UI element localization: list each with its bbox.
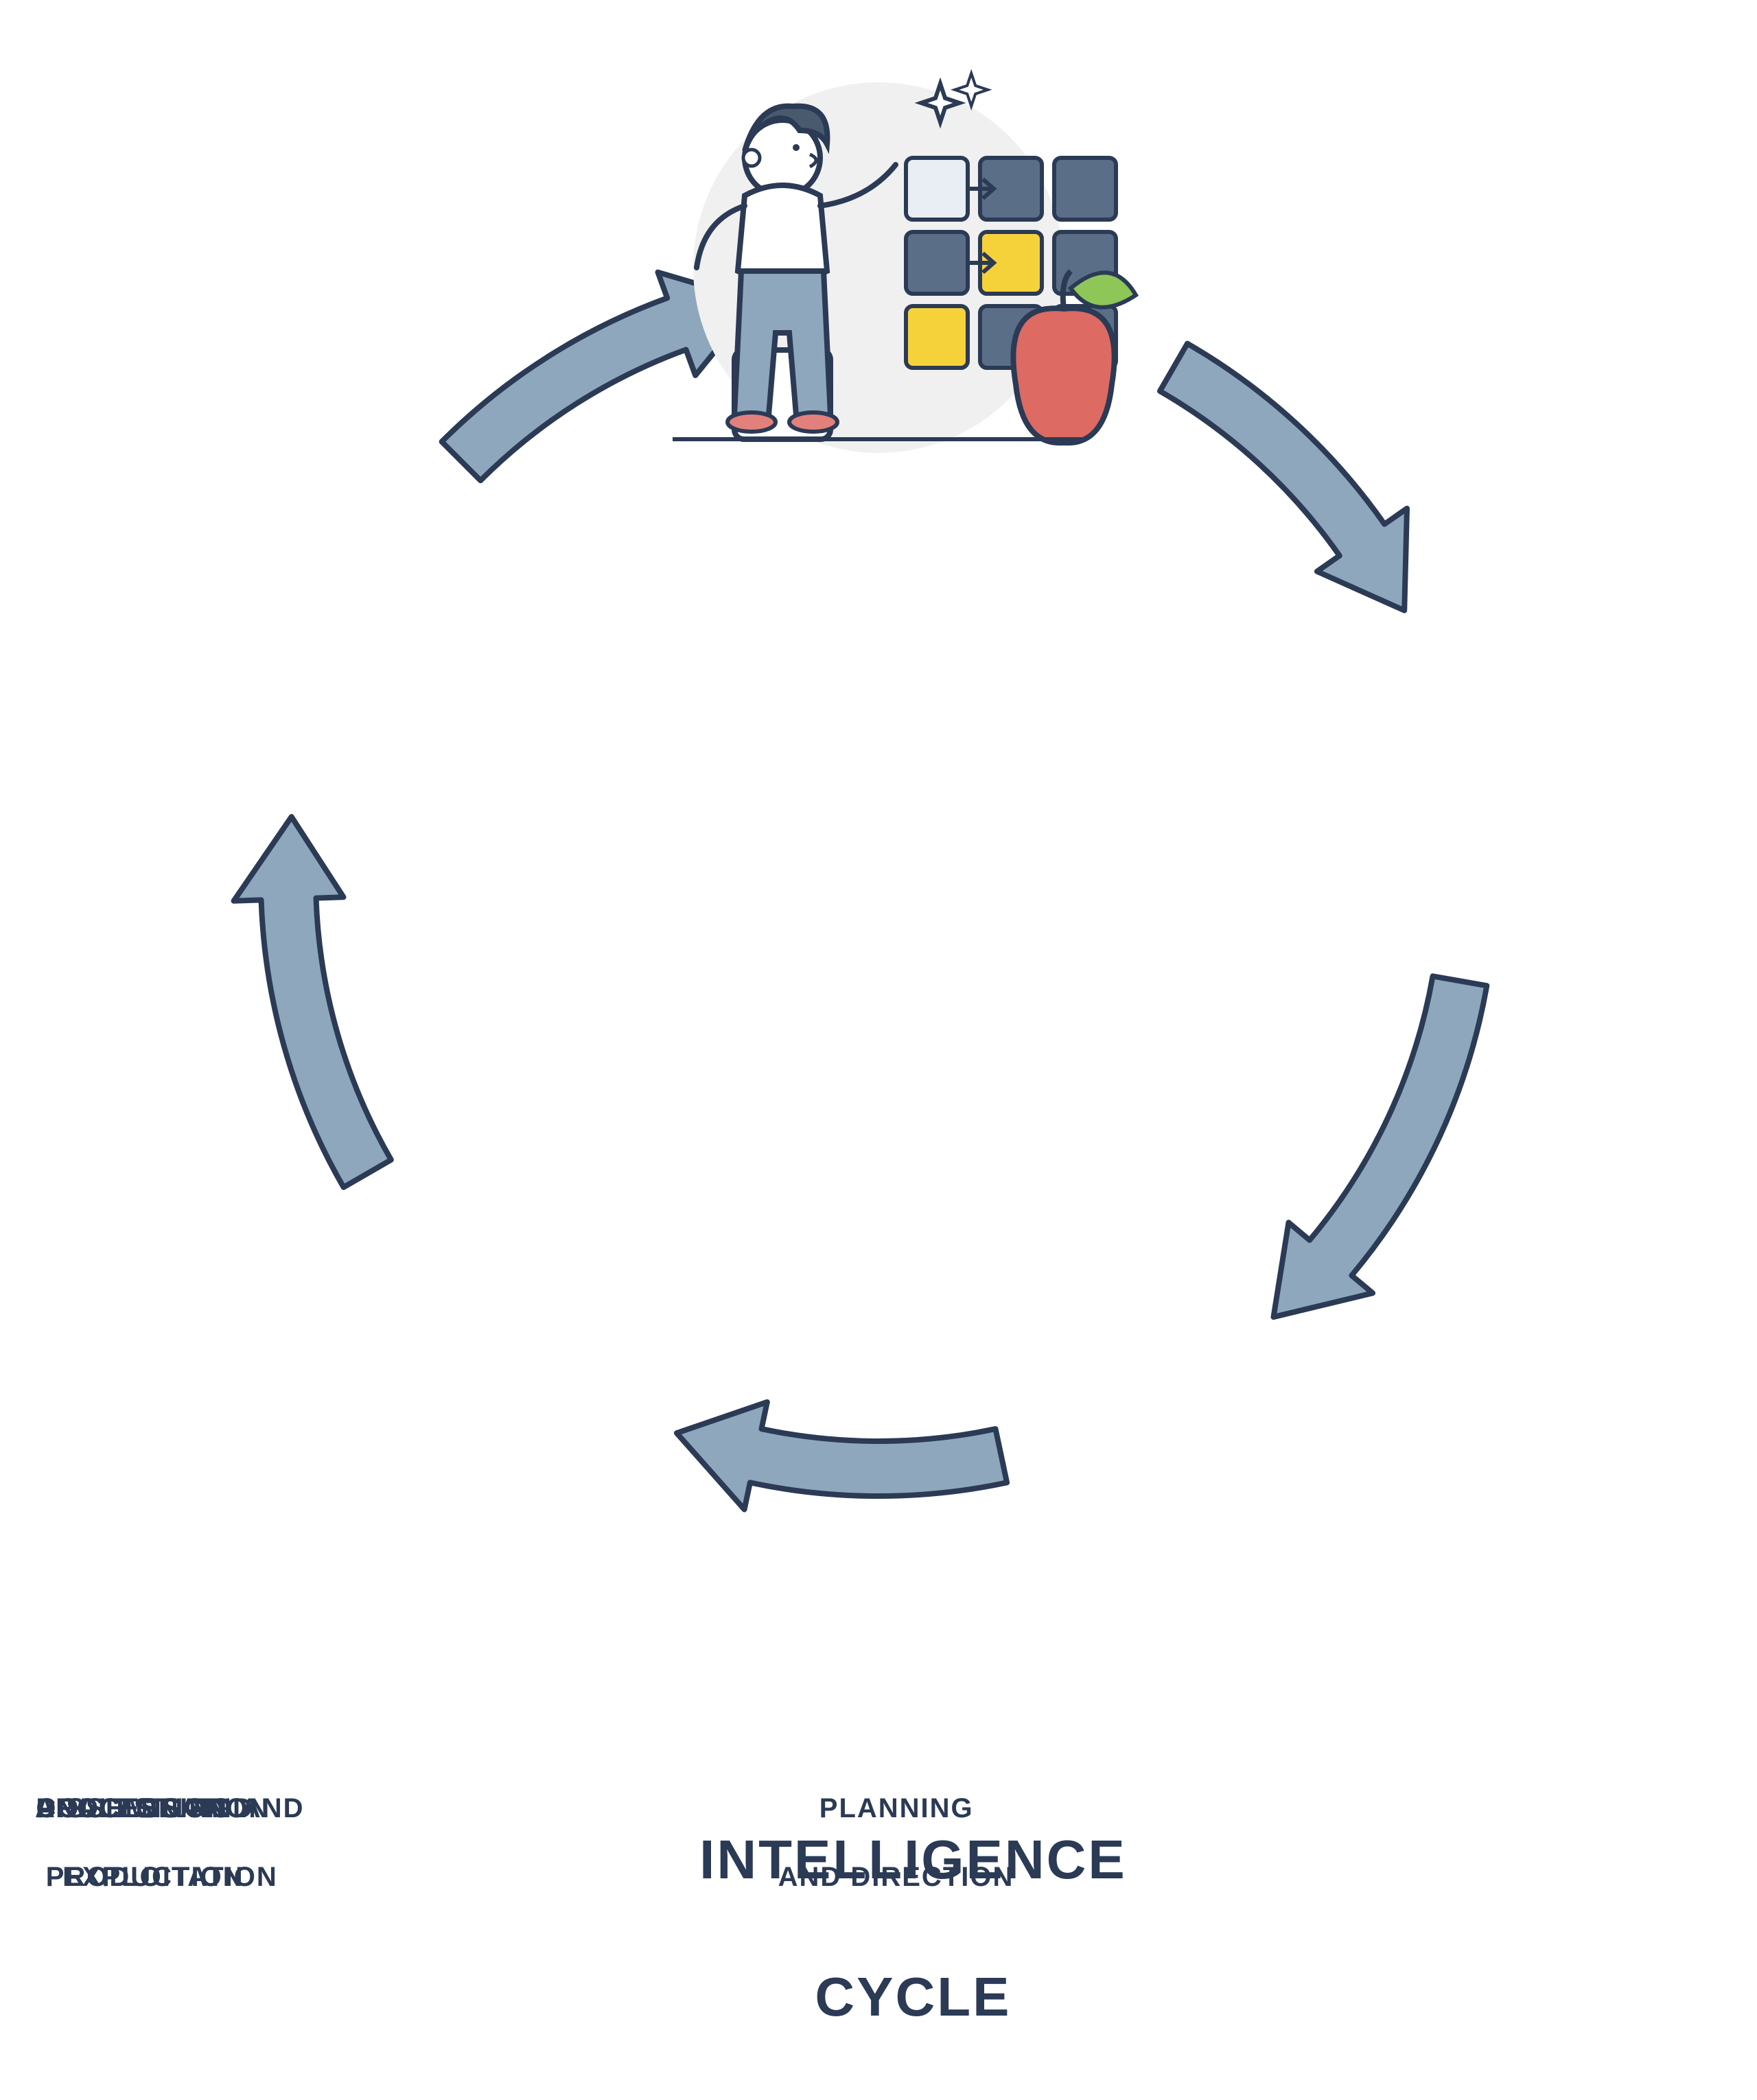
label-dissemination: DISSEMINATION <box>0 1757 270 1860</box>
label-planning-l2: AND DIRECTION <box>778 1862 1014 1892</box>
cycle-arrow <box>1274 976 1487 1317</box>
label-dissemination-l1: DISSEMINATION <box>36 1793 270 1823</box>
intelligence-cycle-diagram: INTELLIGENCE CYCLE PLANNING AND DIRECTIO… <box>0 0 1757 1757</box>
diagram-svg <box>0 0 1757 1757</box>
cycle-arrow <box>677 1402 1007 1510</box>
step-planning <box>673 73 1136 453</box>
label-planning: PLANNING AND DIRECTION <box>673 1757 1084 1928</box>
title-line2: CYCLE <box>815 1966 1011 2027</box>
label-planning-l1: PLANNING <box>819 1793 974 1823</box>
cycle-arrow <box>234 817 391 1187</box>
cycle-arrow <box>1160 344 1407 611</box>
label-analysis-l2: PRODUCTION <box>46 1862 244 1892</box>
